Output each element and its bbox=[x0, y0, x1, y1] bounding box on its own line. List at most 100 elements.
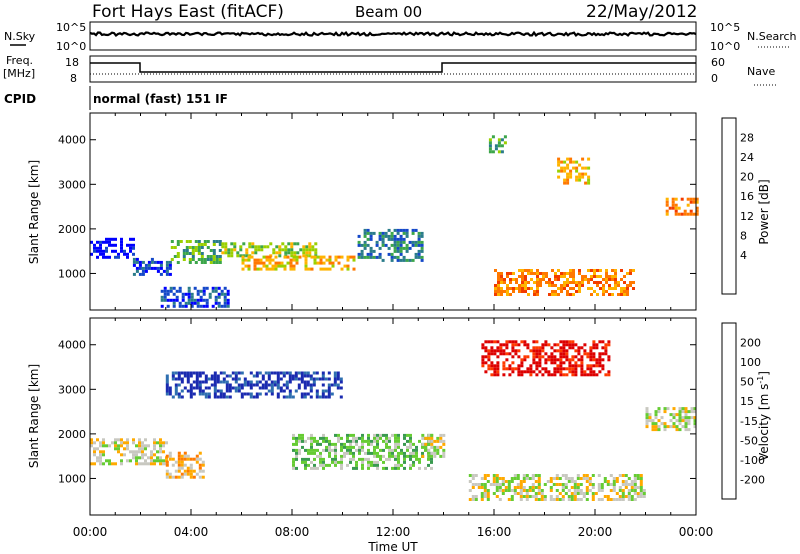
velocity-cell bbox=[222, 371, 226, 375]
power-cell bbox=[278, 251, 282, 255]
power-cell bbox=[557, 169, 561, 173]
power-cell bbox=[277, 264, 281, 268]
power-cell bbox=[560, 284, 563, 287]
velocity-cell bbox=[204, 380, 208, 384]
velocity-cell bbox=[138, 438, 141, 442]
power-cell bbox=[608, 293, 611, 296]
power-cell bbox=[90, 240, 93, 244]
velocity-cell bbox=[678, 413, 682, 417]
velocity-cell bbox=[496, 373, 500, 377]
velocity-cell bbox=[526, 370, 530, 374]
velocity-cell bbox=[309, 395, 313, 399]
power-cell bbox=[399, 249, 403, 253]
power-cell bbox=[578, 284, 581, 287]
velocity-cell bbox=[543, 495, 547, 498]
velocity-cell bbox=[577, 346, 581, 350]
velocity-cell bbox=[504, 489, 508, 492]
velocity-cell bbox=[385, 445, 388, 449]
power-cell bbox=[488, 147, 492, 151]
velocity-cell bbox=[186, 371, 190, 375]
power-cell bbox=[319, 255, 323, 259]
velocity-cell bbox=[306, 380, 310, 384]
velocity-cell bbox=[531, 495, 535, 498]
velocity-cell bbox=[556, 358, 560, 362]
power-colorbar-tick: 28 bbox=[740, 132, 754, 145]
power-cell bbox=[266, 245, 270, 249]
velocity-cell bbox=[538, 370, 542, 374]
velocity-cell bbox=[150, 450, 153, 454]
power-cell bbox=[602, 278, 605, 281]
velocity-colorbar-label-tail: ] bbox=[757, 371, 771, 376]
velocity-cell bbox=[403, 457, 406, 461]
velocity-cell bbox=[589, 358, 593, 362]
power-cell bbox=[542, 275, 545, 278]
power-cell bbox=[494, 147, 498, 151]
velocity-cell bbox=[531, 486, 535, 489]
power-cell bbox=[524, 269, 527, 272]
power-cell bbox=[132, 243, 135, 247]
velocity-cell bbox=[571, 370, 575, 374]
power-cell bbox=[248, 242, 252, 246]
power-cell bbox=[566, 175, 570, 179]
power-cell bbox=[488, 138, 492, 142]
velocity-cell bbox=[505, 346, 509, 350]
power-cell bbox=[524, 287, 527, 290]
velocity-cell bbox=[684, 419, 688, 423]
velocity-cell bbox=[433, 445, 437, 449]
power-cell bbox=[105, 240, 108, 244]
power-cell bbox=[500, 144, 504, 148]
velocity-cell bbox=[310, 436, 313, 440]
velocity-cell bbox=[526, 346, 530, 350]
velocity-cell bbox=[511, 367, 515, 371]
power-cell bbox=[250, 255, 254, 259]
power-cell bbox=[217, 286, 221, 290]
velocity-cell bbox=[321, 371, 325, 375]
velocity-cell bbox=[322, 439, 325, 443]
velocity-cell bbox=[322, 436, 325, 440]
power-cell bbox=[363, 231, 367, 235]
power-cell bbox=[494, 293, 497, 296]
power-region bbox=[221, 242, 318, 258]
power-cell bbox=[311, 248, 315, 252]
velocity-cell bbox=[379, 433, 382, 437]
power-cell bbox=[287, 242, 291, 246]
velocity-cell bbox=[580, 373, 584, 377]
velocity-colorbar-tick: 100 bbox=[740, 356, 761, 369]
power-cell bbox=[578, 287, 581, 290]
power-cell bbox=[590, 287, 593, 290]
velocity-cell bbox=[409, 445, 412, 449]
power-cell bbox=[620, 287, 623, 290]
velocity-cell bbox=[99, 456, 102, 460]
velocity-cell bbox=[319, 451, 322, 455]
velocity-cell bbox=[507, 489, 511, 492]
power-cell bbox=[494, 290, 497, 293]
velocity-cell bbox=[612, 486, 616, 489]
velocity-cell bbox=[483, 477, 487, 480]
velocity-cell bbox=[436, 436, 440, 440]
velocity-cell bbox=[525, 492, 529, 495]
power-cell bbox=[671, 203, 675, 207]
power-cell bbox=[665, 200, 669, 204]
velocity-cell bbox=[321, 383, 325, 387]
velocity-cell bbox=[373, 445, 376, 449]
velocity-cell bbox=[303, 380, 307, 384]
power-cell bbox=[205, 298, 209, 302]
power-cell bbox=[563, 287, 566, 290]
power-cell bbox=[286, 261, 290, 265]
velocity-cell bbox=[385, 439, 388, 443]
power-cell bbox=[187, 289, 191, 293]
velocity-cell bbox=[90, 441, 93, 445]
velocity-cell bbox=[276, 380, 280, 384]
power-cell bbox=[274, 267, 278, 271]
velocity-cell bbox=[627, 492, 631, 495]
power-cell bbox=[96, 255, 99, 259]
power-cell bbox=[384, 231, 388, 235]
power-cell bbox=[369, 231, 373, 235]
power-cell bbox=[399, 234, 403, 238]
power-cell bbox=[503, 290, 506, 293]
power-cell bbox=[295, 261, 299, 265]
power-cell bbox=[331, 264, 335, 268]
velocity-cell bbox=[334, 463, 337, 467]
power-cell bbox=[244, 264, 248, 268]
velocity-cell bbox=[651, 422, 655, 426]
